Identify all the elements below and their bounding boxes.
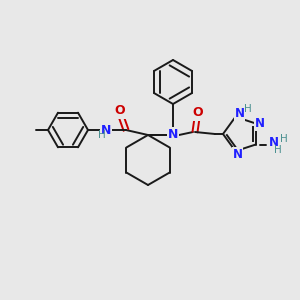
Text: N: N (234, 107, 244, 120)
Text: H: H (98, 130, 106, 140)
Text: N: N (268, 136, 279, 149)
Text: N: N (168, 128, 178, 142)
Text: O: O (193, 106, 203, 119)
Text: O: O (115, 104, 125, 118)
Text: N: N (255, 117, 265, 130)
Text: H: H (244, 104, 251, 114)
Text: H: H (280, 134, 287, 144)
Text: N: N (232, 148, 242, 160)
Text: H: H (274, 145, 281, 154)
Text: N: N (101, 124, 111, 136)
